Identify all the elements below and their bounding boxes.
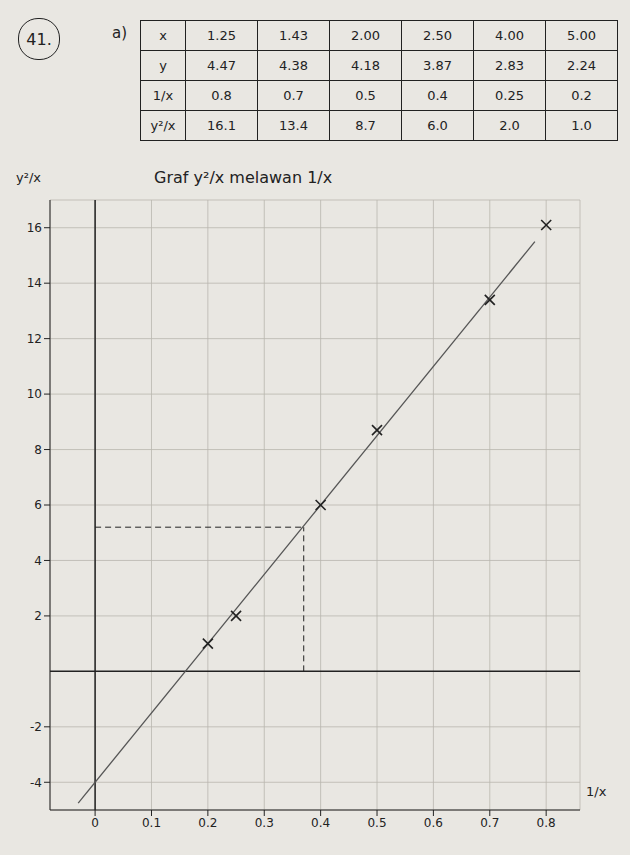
svg-text:0.8: 0.8 xyxy=(537,816,556,830)
html-text:4.47: 4.47 xyxy=(207,58,236,73)
svg-text:-4: -4 xyxy=(30,776,42,790)
html-text:2.00: 2.00 xyxy=(351,28,380,43)
html-text:1.25: 1.25 xyxy=(207,28,236,43)
html-text:2.83: 2.83 xyxy=(495,58,524,73)
html-text:Graf y²/x melawan 1/x: Graf y²/x melawan 1/x xyxy=(154,168,333,187)
html-text:5.00: 5.00 xyxy=(567,28,596,43)
html-text:4.38: 4.38 xyxy=(279,58,308,73)
html-text:16.1: 16.1 xyxy=(207,118,236,133)
html-text:0.7: 0.7 xyxy=(283,88,304,103)
svg-text:6: 6 xyxy=(34,498,42,512)
svg-text:0.4: 0.4 xyxy=(311,816,330,830)
html-text:y²/x: y²/x xyxy=(16,170,41,185)
html-text:0.2: 0.2 xyxy=(571,88,592,103)
html-text:2.50: 2.50 xyxy=(423,28,452,43)
svg-text:0.3: 0.3 xyxy=(255,816,274,830)
html-text:3.87: 3.87 xyxy=(423,58,452,73)
html-text:41.: 41. xyxy=(26,29,52,49)
html-text:1.43: 1.43 xyxy=(279,28,308,43)
html-text:0.25: 0.25 xyxy=(495,88,524,103)
html-text:13.4: 13.4 xyxy=(279,118,308,133)
html-text:0.5: 0.5 xyxy=(355,88,376,103)
html-text:a): a) xyxy=(112,24,127,42)
html-text:4.18: 4.18 xyxy=(351,58,380,73)
html-text:y: y xyxy=(159,58,167,73)
svg-text:14: 14 xyxy=(27,276,42,290)
svg-text:0.6: 0.6 xyxy=(424,816,443,830)
svg-text:0.7: 0.7 xyxy=(480,816,499,830)
svg-text:2: 2 xyxy=(34,609,42,623)
svg-text:10: 10 xyxy=(27,387,42,401)
html-text:4.00: 4.00 xyxy=(495,28,524,43)
svg-text:4: 4 xyxy=(34,554,42,568)
html-text:6.0: 6.0 xyxy=(427,118,448,133)
html-text:1/x: 1/x xyxy=(152,88,174,103)
html-text:0.8: 0.8 xyxy=(211,88,232,103)
html-text:0.4: 0.4 xyxy=(427,88,448,103)
svg-text:-2: -2 xyxy=(30,720,42,734)
html-text:x: x xyxy=(159,28,167,43)
svg-text:8: 8 xyxy=(34,443,42,457)
svg-text:12: 12 xyxy=(27,332,42,346)
svg-text:16: 16 xyxy=(27,221,42,235)
html-text:2.24: 2.24 xyxy=(567,58,596,73)
html-text:2.0: 2.0 xyxy=(499,118,520,133)
html-text:1/x: 1/x xyxy=(586,784,607,799)
html-text:8.7: 8.7 xyxy=(355,118,376,133)
svg-text:0.5: 0.5 xyxy=(367,816,386,830)
html-text:y²/x: y²/x xyxy=(150,118,176,133)
html-text:1.0: 1.0 xyxy=(571,118,592,133)
svg-text:0: 0 xyxy=(91,816,99,830)
svg-text:0.2: 0.2 xyxy=(198,816,217,830)
svg-text:0.1: 0.1 xyxy=(142,816,161,830)
